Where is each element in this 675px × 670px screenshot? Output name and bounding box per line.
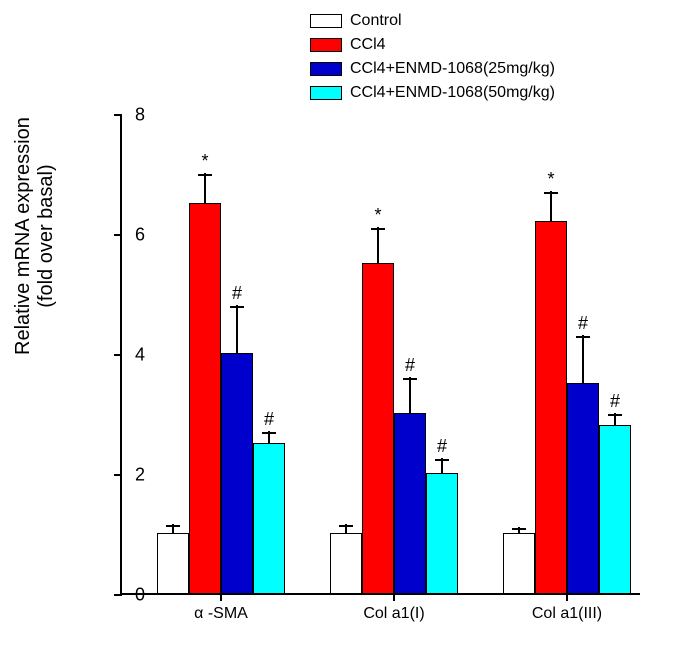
legend-label: CCl4+ENMD-1068(25mg/kg) [350,60,555,78]
annotation: # [232,283,242,304]
y-tick [114,354,122,356]
bar [535,221,567,593]
y-tick [114,474,122,476]
y-tick [114,234,122,236]
chart-container: * # # α -SMA * # # Col a1(I) * # # Col a1(III) Rela… [0,0,675,670]
annotation: # [405,355,415,376]
error-bar [550,191,552,221]
bar [394,413,426,593]
annotation: # [437,436,447,457]
error-bar [204,173,206,203]
error-cap [512,528,526,530]
error-cap [371,228,385,230]
error-cap [198,174,212,176]
x-tick-label: Col a1(III) [532,605,602,623]
annotation: * [374,205,381,226]
y-tick [114,114,122,116]
bar [253,443,285,593]
error-cap [230,306,244,308]
annotation: * [201,151,208,172]
error-cap [403,378,417,380]
y-tick-label: 8 [135,105,145,126]
x-tick-label: Col a1(I) [363,605,424,623]
error-cap [262,432,276,434]
annotation: # [578,313,588,334]
y-axis-title-line2: (fold over basal) [35,117,58,355]
legend-item: CCl4+ENMD-1068(50mg/kg) [310,82,555,104]
legend-swatch [310,38,342,52]
x-tick [566,593,568,601]
legend-label: CCl4+ENMD-1068(50mg/kg) [350,84,555,102]
x-tick [393,593,395,601]
bar [599,425,631,593]
error-bar [409,377,411,413]
annotation: # [610,391,620,412]
y-tick-label: 0 [135,585,145,606]
error-bar [377,227,379,263]
error-bar [236,305,238,353]
y-tick-label: 4 [135,345,145,366]
legend-item: CCl4 [310,34,555,56]
y-axis-title: Relative mRNA expression (fold over basa… [12,117,58,355]
legend-swatch [310,62,342,76]
bar [189,203,221,593]
error-cap [339,525,353,527]
error-cap [608,414,622,416]
y-tick [114,594,122,596]
bar [157,533,189,593]
legend-label: Control [350,12,402,30]
bar [426,473,458,593]
error-cap [166,525,180,527]
plot-area: *##α -SMA*##Col a1(I)*##Col a1(III) [120,115,640,595]
y-tick-label: 6 [135,225,145,246]
bar [362,263,394,593]
x-tick-label: α -SMA [194,605,248,623]
y-tick-label: 2 [135,465,145,486]
legend-item: Control [310,10,555,32]
bar [221,353,253,593]
error-bar [582,335,584,383]
bar [503,533,535,593]
error-cap [435,459,449,461]
legend-label: CCl4 [350,36,386,54]
annotation: * [547,169,554,190]
bar [567,383,599,593]
legend-swatch [310,86,342,100]
annotation: # [264,409,274,430]
y-axis-title-line1: Relative mRNA expression [12,117,35,355]
error-cap [576,336,590,338]
bar [330,533,362,593]
x-tick [220,593,222,601]
legend-item: CCl4+ENMD-1068(25mg/kg) [310,58,555,80]
legend-swatch [310,14,342,28]
legend: Control CCl4 CCl4+ENMD-1068(25mg/kg) CCl4+E… [310,10,555,106]
error-cap [544,192,558,194]
